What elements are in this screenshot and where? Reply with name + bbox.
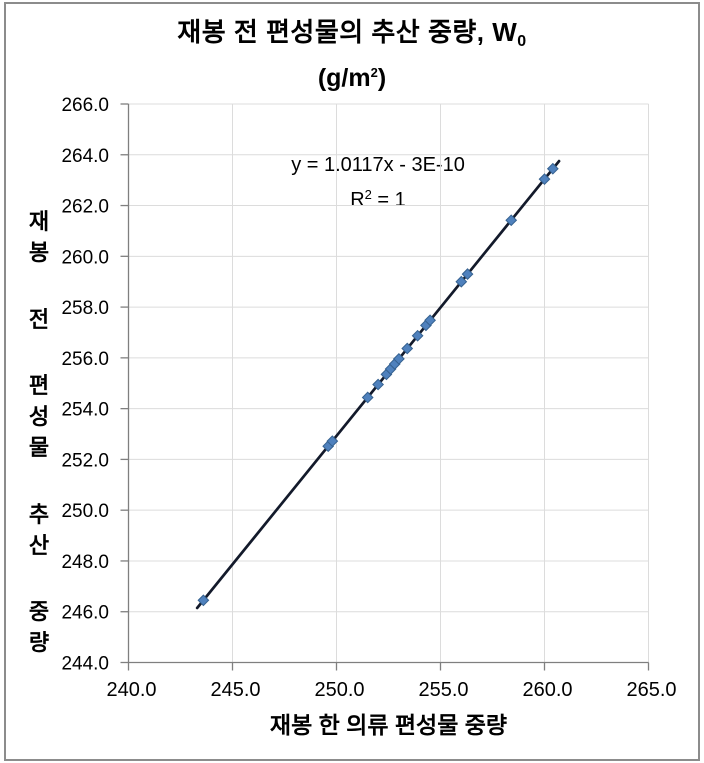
data-point-marker [392, 352, 405, 365]
data-point-marker [505, 214, 518, 227]
y-tick-label: 244.0 [61, 654, 109, 675]
chart-title-unit: (g/m2) [0, 58, 704, 93]
r-superscript: 2 [364, 187, 372, 202]
y-axis-title-char: 량 [28, 630, 50, 655]
y-axis-title-char: 편 [28, 373, 50, 398]
y-tick-label: 266.0 [61, 95, 109, 116]
data-point-marker [546, 162, 559, 175]
x-tick-label: 250.0 [314, 679, 364, 701]
data-point-marker [197, 594, 210, 607]
data-point-marker [538, 173, 551, 186]
unit-text: (g/m [317, 64, 371, 92]
chart-title-text: 재봉 전 편성물의 추산 중량, W [177, 17, 518, 47]
y-tick-label: 256.0 [61, 349, 109, 370]
y-axis-title-char: 추 [28, 501, 50, 527]
x-tick-label: 265.0 [626, 679, 676, 701]
trendline-equation: y = 1.0117x - 3E-10 [291, 154, 465, 176]
y-axis-title-char: 봉 [28, 240, 50, 265]
y-axis-title-char: 전 [28, 306, 50, 332]
data-point-marker [424, 314, 437, 327]
y-tick-label: 248.0 [61, 552, 109, 573]
y-axis-title-char: 중 [28, 599, 50, 624]
y-tick-label: 260.0 [61, 247, 109, 268]
y-tick-label: 254.0 [61, 400, 109, 421]
x-tick-label: 260.0 [522, 679, 572, 701]
chart-title-subscript: 0 [517, 33, 527, 50]
y-tick-label: 246.0 [61, 603, 109, 624]
y-tick-label: 252.0 [61, 450, 109, 471]
data-point-marker [461, 268, 474, 280]
y-axis-title-char: 물 [28, 435, 50, 460]
y-axis-title-char: 산 [28, 532, 50, 558]
unit-superscript: 2 [370, 65, 378, 80]
y-tick-label: 262.0 [61, 197, 109, 218]
x-tick-label: 255.0 [418, 679, 468, 701]
data-point-marker [326, 435, 339, 448]
y-tick-label: 250.0 [61, 501, 109, 522]
y-axis-title-word: 전 [29, 304, 49, 335]
data-point-marker [401, 342, 414, 355]
x-tick-label: 240.0 [106, 679, 156, 701]
x-tick-label: 245.0 [210, 679, 260, 701]
unit-close: ) [377, 64, 387, 92]
chart-border [4, 2, 700, 761]
data-point-marker [455, 275, 468, 288]
data-point-marker [372, 378, 385, 391]
y-axis-title-char: 재 [28, 209, 50, 234]
y-axis-title-char: 성 [28, 404, 50, 429]
chart-title: 재봉 전 편성물의 추산 중량, W0 [0, 15, 704, 59]
y-tick-label: 264.0 [61, 146, 109, 167]
data-point-marker [411, 329, 424, 342]
data-point-marker [361, 391, 374, 404]
x-axis-title: 재봉 한 의류 편성물 중량 [269, 712, 508, 738]
y-tick-label: 258.0 [61, 298, 109, 319]
